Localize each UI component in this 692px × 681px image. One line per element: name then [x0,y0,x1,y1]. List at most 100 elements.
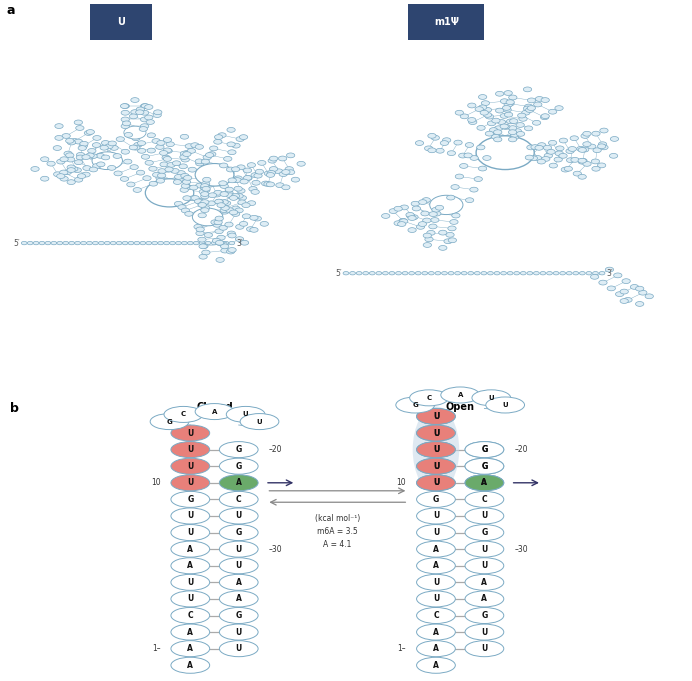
Circle shape [465,641,504,656]
Circle shape [232,206,240,211]
Circle shape [219,242,227,247]
Text: U: U [187,577,194,587]
Circle shape [488,272,493,275]
Text: U: U [187,445,194,454]
Circle shape [193,241,199,244]
Circle shape [481,272,486,275]
Circle shape [262,181,270,186]
Circle shape [285,167,293,172]
Circle shape [553,272,559,275]
Circle shape [215,200,224,204]
Circle shape [121,149,129,154]
Circle shape [171,492,210,507]
Text: U: U [257,419,262,424]
Circle shape [222,201,230,206]
Circle shape [506,99,514,105]
Circle shape [509,126,517,131]
Circle shape [207,201,215,206]
Circle shape [417,657,455,674]
Circle shape [415,272,421,275]
Circle shape [470,155,478,161]
Circle shape [468,103,476,108]
Circle shape [181,241,188,244]
Circle shape [120,104,129,108]
Text: G: G [481,445,488,454]
Circle shape [139,127,147,131]
Circle shape [156,176,164,180]
Circle shape [80,142,88,146]
Circle shape [573,171,581,176]
Text: –30: –30 [268,545,282,554]
Circle shape [45,241,51,244]
Circle shape [214,140,222,144]
Circle shape [547,149,555,154]
Circle shape [448,272,454,275]
Text: G: G [412,402,418,408]
Circle shape [86,129,95,134]
Circle shape [212,238,221,243]
Circle shape [492,118,500,123]
Circle shape [183,176,192,180]
Circle shape [264,171,273,176]
Circle shape [493,137,502,142]
Circle shape [410,390,448,406]
Circle shape [181,157,190,162]
Circle shape [39,241,45,244]
Circle shape [266,172,275,177]
Circle shape [481,101,489,106]
Circle shape [554,157,563,162]
Text: U: U [432,478,439,488]
Circle shape [249,187,257,191]
Circle shape [474,176,482,182]
Circle shape [221,209,229,214]
Circle shape [581,147,589,152]
Circle shape [152,139,161,144]
Circle shape [238,195,246,200]
Circle shape [227,231,235,236]
Text: U: U [432,412,439,421]
Circle shape [204,233,212,238]
Circle shape [147,148,156,153]
Circle shape [201,194,209,199]
Text: A: A [482,478,487,488]
Circle shape [417,558,455,573]
Circle shape [226,193,235,197]
Circle shape [282,185,290,190]
Circle shape [417,607,455,624]
Circle shape [260,221,268,226]
Circle shape [424,242,432,247]
Circle shape [75,241,80,244]
Text: U: U [235,644,242,653]
Circle shape [131,97,139,102]
Circle shape [485,131,493,136]
Circle shape [234,176,242,180]
Circle shape [125,133,133,138]
Circle shape [578,159,586,164]
Circle shape [418,221,426,227]
Circle shape [180,155,188,159]
Circle shape [527,145,535,150]
Circle shape [532,121,540,125]
Circle shape [166,142,174,146]
Circle shape [211,220,219,225]
Circle shape [399,219,408,223]
Text: G: G [481,462,488,471]
Circle shape [614,273,622,278]
Text: U: U [432,462,439,471]
Circle shape [429,212,437,217]
Text: A: A [212,409,217,415]
Circle shape [610,136,619,142]
Circle shape [538,143,546,148]
Circle shape [196,231,204,236]
Circle shape [98,241,104,244]
Circle shape [219,225,228,230]
Circle shape [402,272,408,275]
Circle shape [630,285,639,289]
Circle shape [429,224,437,229]
Circle shape [268,158,276,163]
Text: U: U [432,595,439,603]
Circle shape [171,541,210,557]
Circle shape [225,187,233,192]
Circle shape [156,178,165,183]
Text: A: A [188,561,193,570]
